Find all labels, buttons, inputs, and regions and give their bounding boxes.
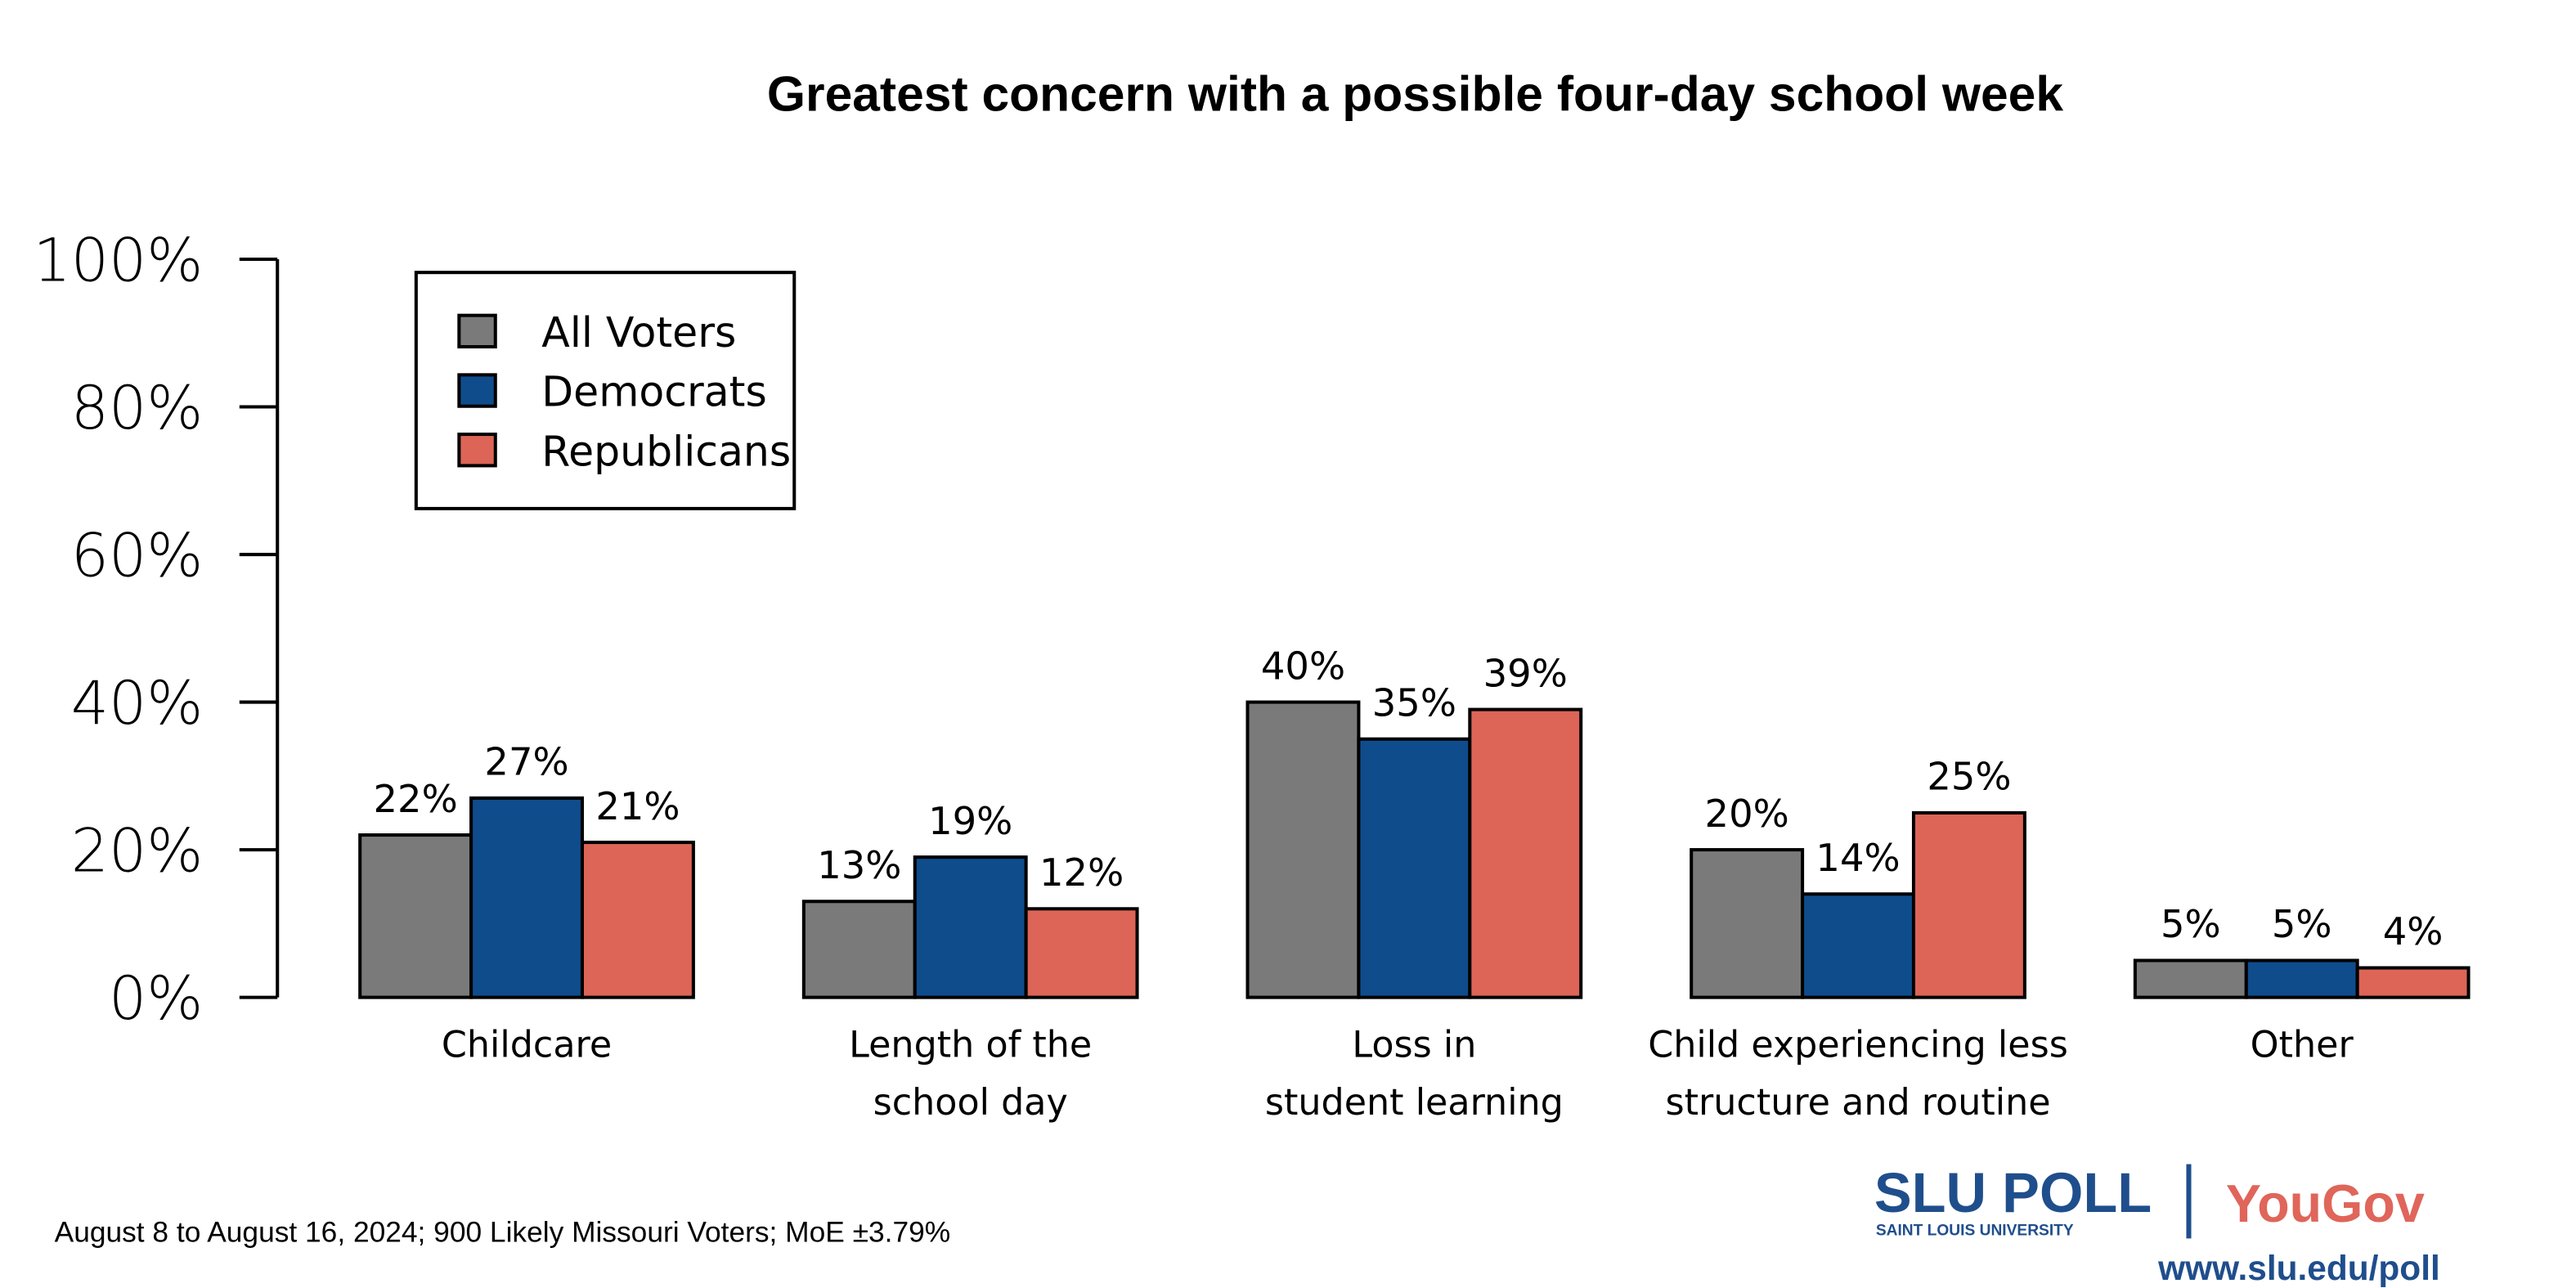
legend: All Voters Democrats Republicans bbox=[414, 271, 797, 510]
y-tick-label: 20% bbox=[71, 817, 204, 886]
bar-democrats bbox=[913, 855, 1028, 999]
bars: 22% 27% 21% 13% 19% 12% 40% 35% 39% 20% 14% 25% 5% 5%… bbox=[358, 644, 2471, 999]
bar-all-voters bbox=[2133, 958, 2248, 999]
data-label: 21% bbox=[595, 784, 680, 828]
legend-swatch bbox=[457, 373, 497, 408]
legend-label: All Voters bbox=[541, 308, 736, 357]
x-tick-label: student learning bbox=[1265, 1082, 1564, 1124]
data-label: 14% bbox=[1815, 836, 1900, 880]
bar-all-voters bbox=[358, 833, 473, 999]
y-tick-label: 40% bbox=[71, 670, 204, 738]
slu-poll-logo: SLU POLL SAINT LOUIS UNIVERSITY YouGov w… bbox=[1874, 1161, 2440, 1287]
x-tick-label: structure and routine bbox=[1665, 1082, 2050, 1124]
bar-republicans bbox=[1468, 707, 1583, 999]
data-label: 35% bbox=[1372, 680, 1456, 725]
y-axis: 0% 20% 40% 60% 80% 100% bbox=[34, 227, 280, 1034]
footer-note: August 8 to August 16, 2024; 900 Likely … bbox=[55, 1216, 951, 1248]
x-tick-label: Other bbox=[2251, 1024, 2354, 1066]
y-tick-label: 100% bbox=[34, 227, 204, 295]
x-tick-label: Child experiencing less bbox=[1648, 1024, 2068, 1066]
bar-democrats bbox=[469, 796, 584, 999]
data-label: 5% bbox=[2161, 902, 2221, 946]
data-label: 27% bbox=[484, 740, 568, 784]
bar-all-voters bbox=[801, 900, 917, 999]
data-label: 22% bbox=[374, 777, 458, 821]
logo-url: www.slu.edu/poll bbox=[2157, 1249, 2440, 1287]
bar-all-voters bbox=[1690, 848, 1805, 999]
data-label: 39% bbox=[1483, 651, 1568, 695]
bar-democrats bbox=[1357, 737, 1472, 999]
legend-label: Democrats bbox=[541, 368, 766, 416]
logo-slu-sub: SAINT LOUIS UNIVERSITY bbox=[1876, 1222, 2074, 1239]
data-label: 20% bbox=[1705, 792, 1789, 836]
data-label: 25% bbox=[1927, 755, 2011, 799]
x-tick-label: school day bbox=[873, 1082, 1068, 1124]
legend-swatch bbox=[457, 433, 497, 468]
x-tick-label: Childcare bbox=[442, 1024, 612, 1066]
bar-democrats bbox=[1801, 892, 1916, 999]
legend-swatch bbox=[457, 313, 497, 349]
data-label: 5% bbox=[2272, 902, 2332, 946]
legend-label: Republicans bbox=[541, 427, 791, 475]
x-tick-label: Loss in bbox=[1352, 1024, 1476, 1066]
data-label: 19% bbox=[928, 799, 1012, 843]
data-label: 12% bbox=[1039, 850, 1124, 895]
bar-republicans bbox=[1911, 810, 2026, 999]
logo-yougov: YouGov bbox=[2226, 1174, 2425, 1233]
legend-box bbox=[414, 271, 797, 510]
x-tick-label: Length of the bbox=[849, 1024, 1092, 1066]
y-tick-label: 0% bbox=[109, 965, 203, 1034]
x-axis-labels: Childcare Length of the school day Loss in s… bbox=[442, 1024, 2354, 1124]
bar-republicans bbox=[580, 841, 695, 999]
bar-all-voters bbox=[1245, 700, 1361, 999]
logo-divider bbox=[2186, 1164, 2192, 1239]
y-tick-label: 60% bbox=[71, 522, 204, 590]
data-label: 4% bbox=[2383, 909, 2444, 954]
data-label: 13% bbox=[817, 843, 901, 887]
bar-republicans bbox=[2355, 966, 2471, 999]
data-label: 40% bbox=[1261, 644, 1345, 688]
chart-title: Greatest concern with a possible four-da… bbox=[767, 65, 2063, 121]
bar-democrats bbox=[2244, 958, 2359, 999]
y-tick-label: 80% bbox=[71, 375, 204, 443]
logo-slu-poll: SLU POLL bbox=[1874, 1161, 2152, 1224]
bar-republicans bbox=[1024, 907, 1139, 999]
